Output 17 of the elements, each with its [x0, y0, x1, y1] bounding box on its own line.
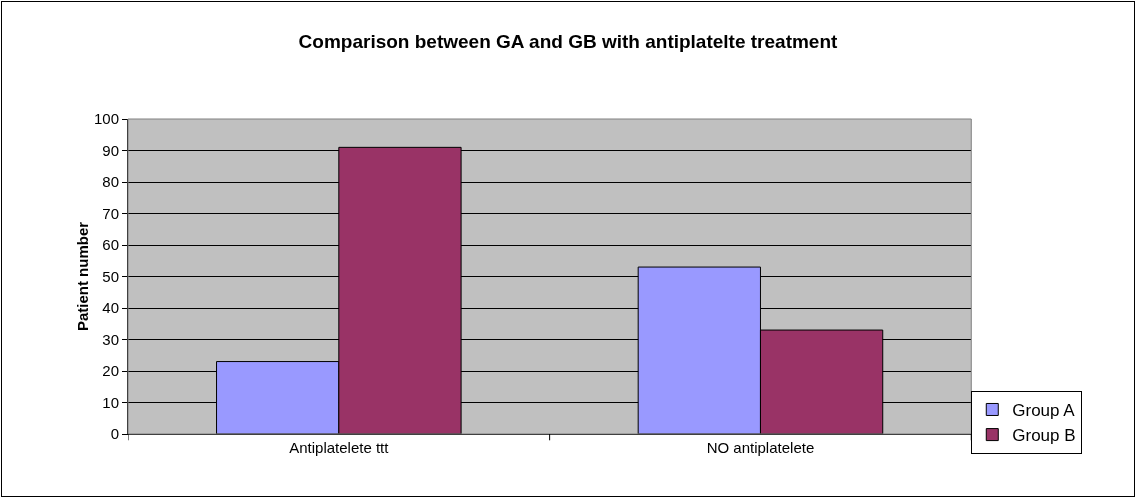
- y-tick-label: 70: [102, 204, 119, 222]
- y-tick-label: 60: [102, 236, 119, 254]
- y-tick-label: 80: [102, 173, 119, 191]
- chart-title: Comparison between GA and GB with antiplatelte treatment: [298, 31, 839, 53]
- legend-label: Group A: [1012, 401, 1076, 421]
- y-tick-label: 40: [102, 299, 119, 317]
- y-tick-label: 90: [102, 141, 119, 159]
- y-tick-label: 30: [102, 330, 119, 348]
- y-tick-label: 10: [102, 393, 119, 411]
- y-axis-title: Patient number: [74, 221, 91, 332]
- y-tick-label: 100: [93, 110, 119, 128]
- y-tick-label: 0: [110, 425, 119, 443]
- x-tick-label: NO antiplatelete: [706, 439, 815, 456]
- legend-label: Group B: [1012, 426, 1076, 446]
- y-tick-label: 50: [102, 267, 119, 285]
- y-tick-label: 20: [102, 362, 119, 380]
- x-tick-label: Antiplatelete ttt: [289, 439, 390, 456]
